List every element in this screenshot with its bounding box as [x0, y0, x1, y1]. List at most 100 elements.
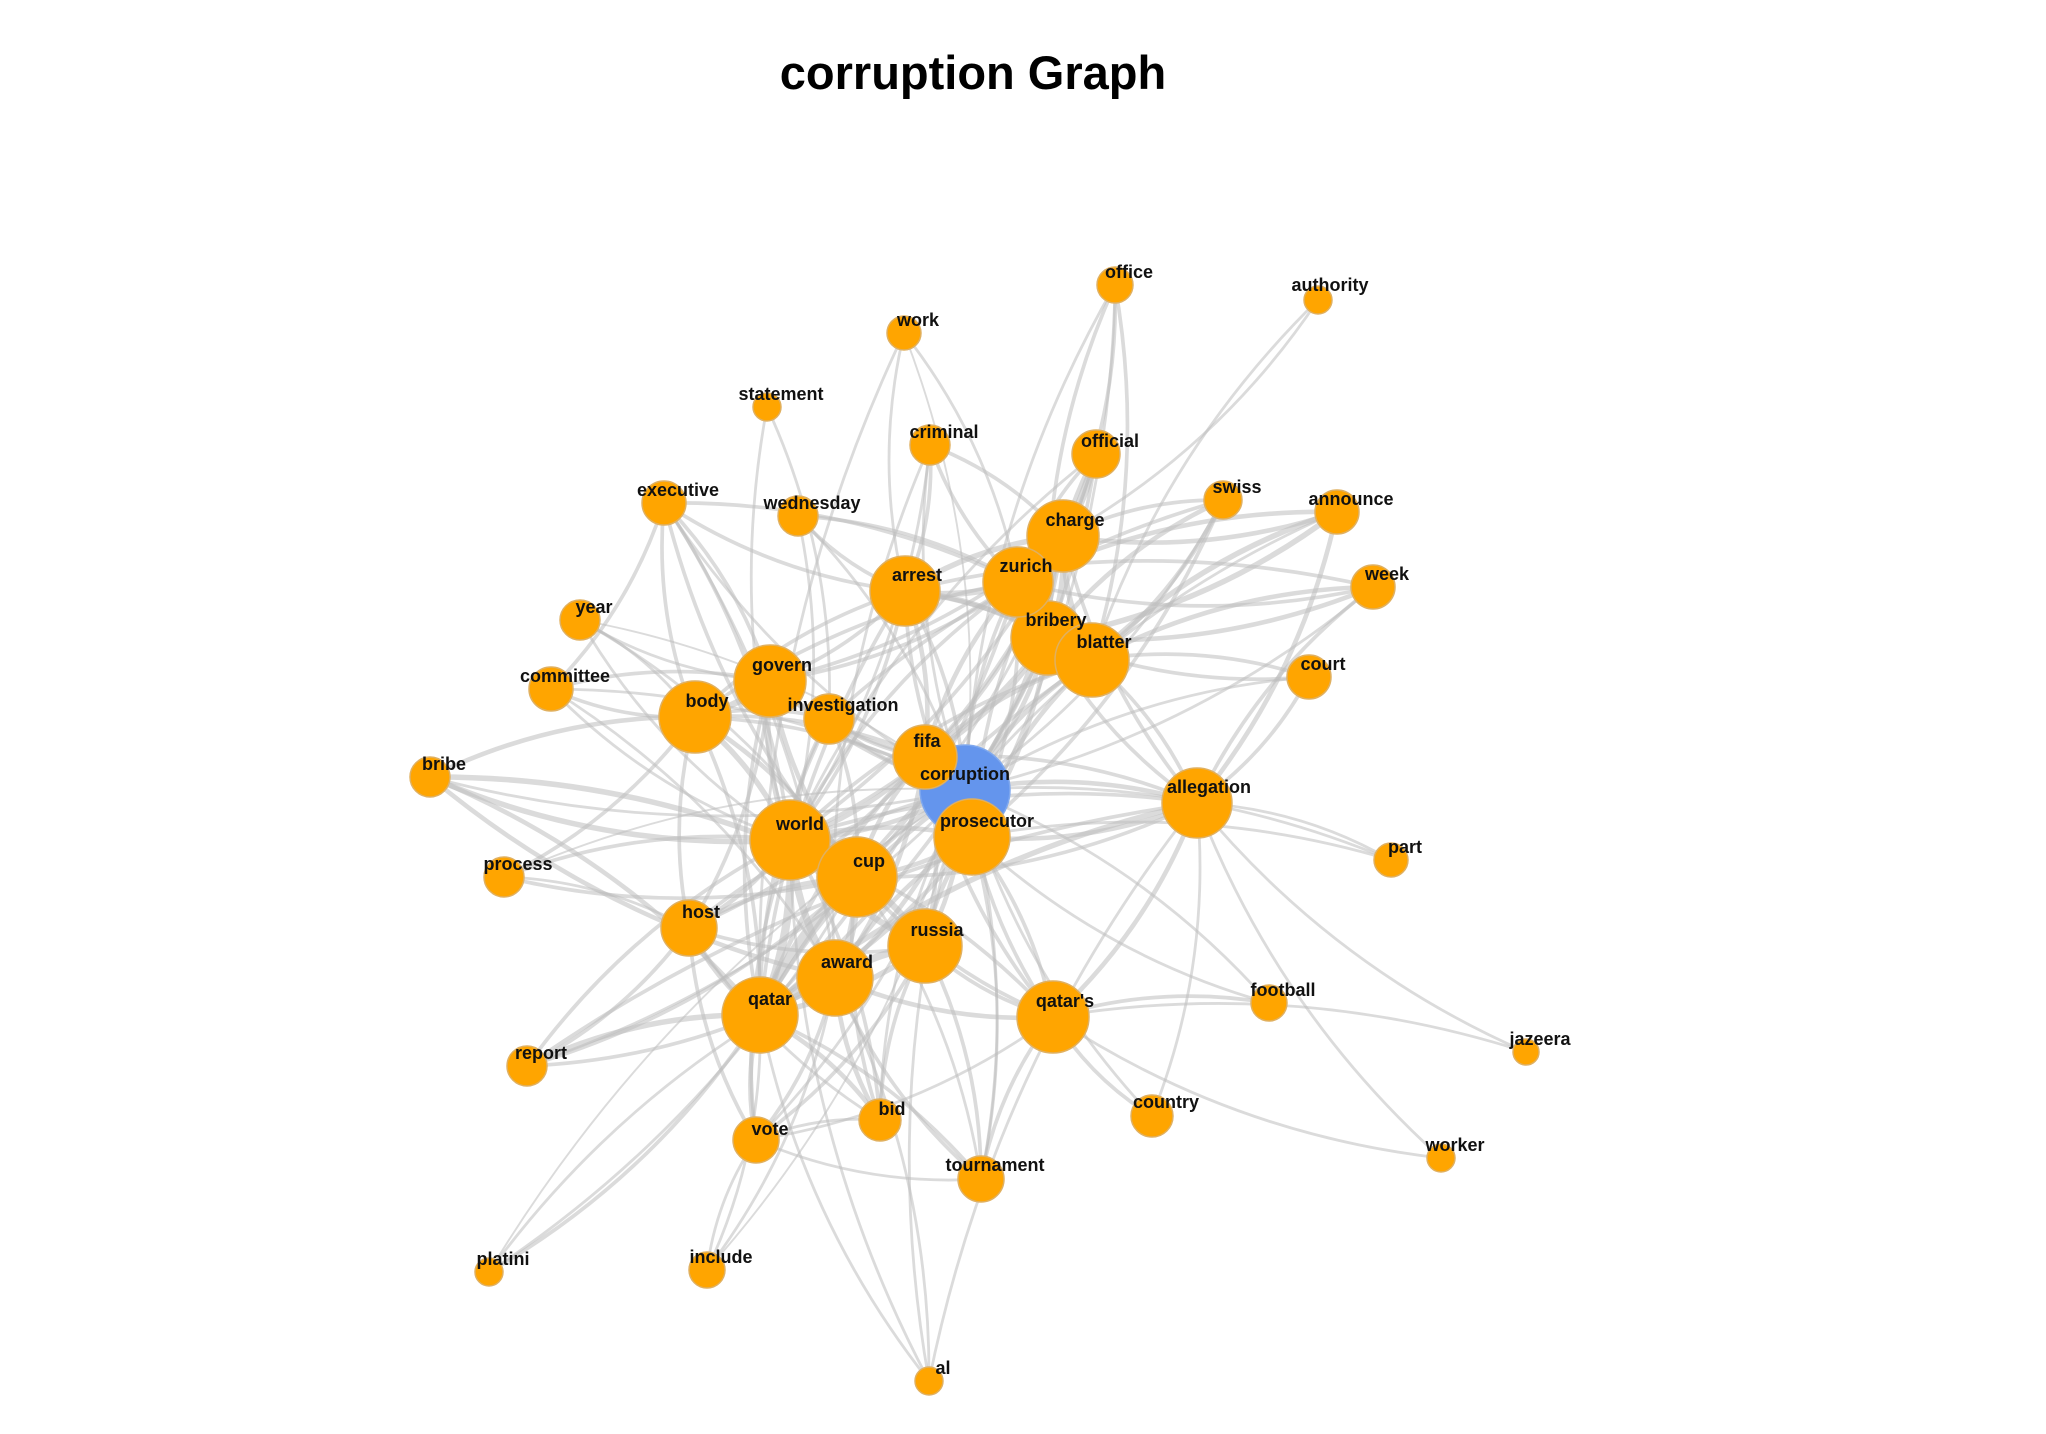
node-label-charge: charge	[1045, 510, 1104, 530]
edge-charge-authority	[1061, 298, 1320, 538]
graph-title: corruption Graph	[779, 46, 1167, 99]
node-label-al: al	[935, 1358, 950, 1378]
edge-prosecutor-tournament	[970, 835, 999, 1181]
node-football[interactable]	[1250, 984, 1288, 1022]
node-label-include: include	[689, 1247, 752, 1267]
node-russia[interactable]	[887, 908, 963, 984]
node-jazeera[interactable]	[1512, 1038, 1540, 1066]
node-allegation[interactable]	[1161, 767, 1233, 839]
node-work[interactable]	[886, 315, 922, 351]
node-zurich[interactable]	[982, 546, 1054, 618]
node-tournament[interactable]	[957, 1155, 1005, 1203]
node-label-country: country	[1133, 1092, 1199, 1112]
node-label-process: process	[483, 854, 552, 874]
node-label-russia: russia	[910, 920, 964, 940]
node-label-jazeera: jazeera	[1508, 1029, 1571, 1049]
edge-allegation-worker	[1195, 801, 1443, 1160]
edge-cup-report	[525, 875, 859, 1068]
node-arrest[interactable]	[869, 555, 941, 627]
edge-allegation-jazeera	[1195, 801, 1528, 1054]
node-country[interactable]	[1130, 1094, 1174, 1138]
edge-award-include	[705, 976, 837, 1272]
node-label-work: work	[896, 310, 940, 330]
node-body[interactable]	[658, 680, 732, 754]
edge-zurich-world	[788, 580, 1020, 842]
node-statement[interactable]	[752, 392, 782, 422]
node-govern[interactable]	[733, 644, 807, 718]
edge-blatter-qatar	[758, 658, 1094, 1017]
node-authority[interactable]	[1303, 285, 1333, 315]
node-criminal[interactable]	[909, 424, 951, 466]
edge-cup-process	[502, 875, 859, 900]
node-part[interactable]	[1373, 842, 1409, 878]
node-label-executive: executive	[637, 480, 719, 500]
node-official[interactable]	[1071, 429, 1121, 479]
node-office[interactable]	[1096, 266, 1134, 304]
node-prosecutor[interactable]	[933, 798, 1011, 876]
node-qatars[interactable]	[1016, 980, 1090, 1054]
edge-corruption-announce	[963, 510, 1339, 792]
node-worker[interactable]	[1426, 1143, 1456, 1173]
node-label-qatar: qatar	[748, 989, 792, 1009]
edge-allegation-al	[927, 801, 1199, 1383]
node-label-govern: govern	[752, 655, 812, 675]
node-swiss[interactable]	[1203, 480, 1243, 520]
node-blatter[interactable]	[1054, 622, 1130, 698]
node-label-allegation: allegation	[1167, 777, 1251, 797]
edge-blatter-office	[1090, 283, 1130, 662]
edge-official-world	[788, 452, 1098, 842]
node-label-worker: worker	[1424, 1135, 1484, 1155]
node-label-week: week	[1364, 564, 1410, 584]
node-al[interactable]	[914, 1366, 944, 1396]
node-host[interactable]	[660, 899, 718, 957]
node-include[interactable]	[688, 1251, 726, 1289]
node-label-committee: committee	[520, 666, 610, 686]
node-label-bribe: bribe	[422, 754, 466, 774]
edge-zurich-week	[1016, 580, 1375, 608]
node-platini[interactable]	[474, 1257, 504, 1287]
node-charge[interactable]	[1026, 499, 1100, 573]
edge-arrest-qatar	[758, 589, 907, 1017]
node-report[interactable]	[506, 1045, 548, 1087]
node-court[interactable]	[1286, 654, 1332, 700]
node-year[interactable]	[559, 599, 601, 641]
edge-corruption-platini	[488, 789, 966, 1273]
node-label-bribery: bribery	[1025, 610, 1086, 630]
node-committee[interactable]	[528, 666, 574, 712]
node-investigation[interactable]	[803, 693, 855, 745]
node-layer	[409, 266, 1540, 1396]
edge-cup-platini	[487, 875, 859, 1274]
node-fifa[interactable]	[892, 724, 958, 790]
edge-vote-tournament	[754, 1138, 983, 1182]
node-label-year: year	[575, 597, 612, 617]
node-label-platini: platini	[477, 1249, 530, 1269]
edge-qatar's-worker	[1051, 1015, 1443, 1160]
node-qatar[interactable]	[721, 976, 799, 1054]
node-cup[interactable]	[816, 836, 898, 918]
node-label-swiss: swiss	[1212, 477, 1261, 497]
node-award[interactable]	[796, 939, 874, 1017]
edge-allegation-country	[1150, 801, 1202, 1118]
node-executive[interactable]	[641, 480, 687, 526]
node-process[interactable]	[483, 856, 525, 898]
node-world[interactable]	[749, 799, 831, 881]
node-vote[interactable]	[732, 1116, 780, 1164]
edge-qatar's-vote	[754, 1015, 1055, 1142]
edge-allegation-announce	[1194, 509, 1340, 806]
node-label-host: host	[682, 902, 720, 922]
node-bribe[interactable]	[409, 756, 451, 798]
node-label-blatter: blatter	[1076, 632, 1131, 652]
edge-allegation-week	[1195, 585, 1375, 805]
node-label-announce: announce	[1308, 489, 1393, 509]
edge-arrest-work	[887, 331, 907, 593]
edge-qatar-al	[758, 1013, 931, 1383]
node-wednesday[interactable]	[777, 495, 819, 537]
node-label-part: part	[1388, 837, 1422, 857]
node-label-statement: statement	[738, 384, 823, 404]
node-week[interactable]	[1350, 564, 1396, 610]
node-bid[interactable]	[858, 1098, 902, 1142]
edge-corruption-week	[963, 585, 1375, 792]
node-label-authority: authority	[1291, 275, 1368, 295]
node-announce[interactable]	[1314, 489, 1360, 535]
